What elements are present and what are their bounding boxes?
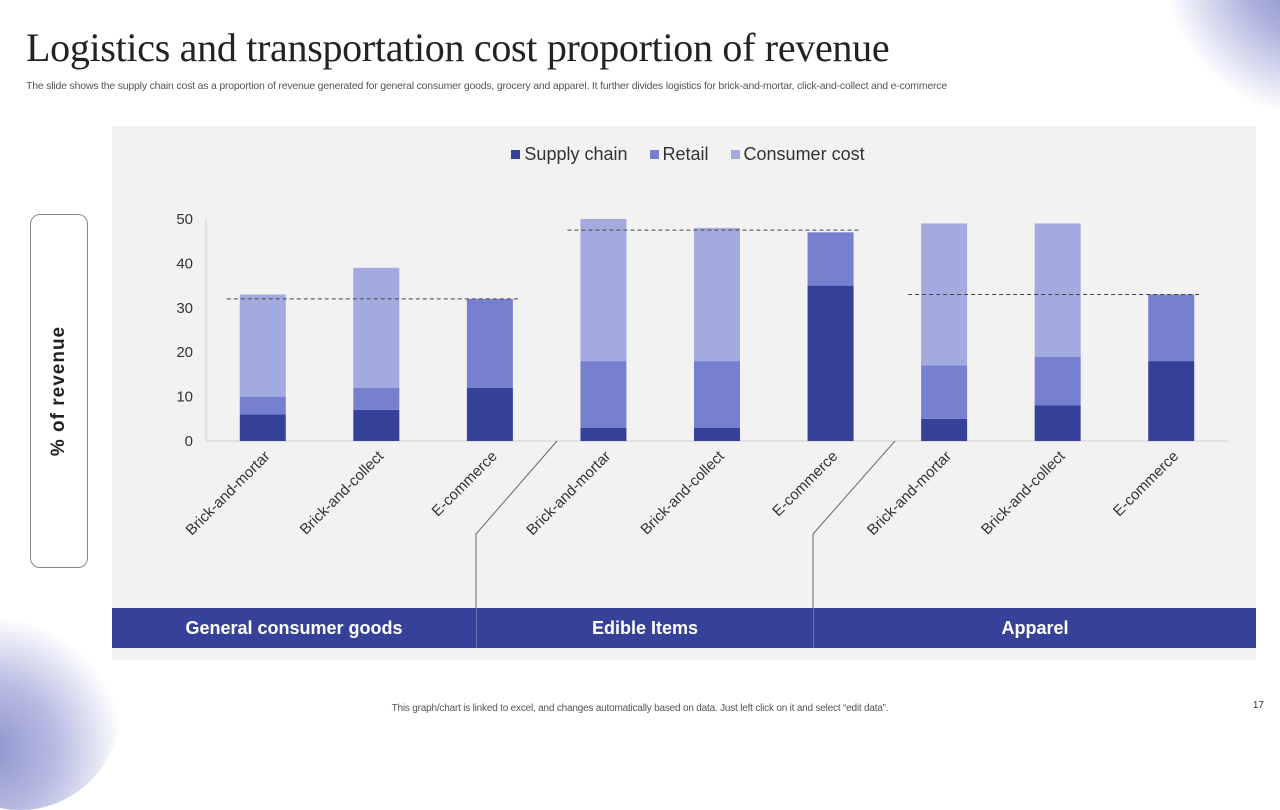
- bar-segment-supply-chain: [807, 285, 854, 441]
- bar-segment-retail: [1148, 294, 1195, 362]
- bar-segment-consumer-cost: [353, 267, 400, 388]
- x-tick-label: E-commerce: [429, 448, 501, 520]
- bar-segment-supply-chain: [466, 387, 513, 441]
- bar-segment-retail: [239, 396, 286, 415]
- bar-segment-consumer-cost: [239, 294, 286, 397]
- chart-legend: Supply chain Retail Consumer cost: [0, 144, 1280, 165]
- group-label-general-consumer-goods: General consumer goods: [185, 617, 403, 638]
- x-tick-label: Brick-and-mortar: [183, 448, 274, 539]
- y-axis-label-box: % of revenue: [30, 214, 88, 568]
- bar-segment-consumer-cost: [1034, 223, 1081, 357]
- y-tick-label: 40: [176, 255, 193, 272]
- legend-label: Retail: [662, 144, 709, 164]
- legend-swatch-consumer-cost: [730, 150, 740, 159]
- bar-segment-supply-chain: [1034, 405, 1081, 441]
- bar-segment-retail: [921, 365, 968, 419]
- slide-title: Logistics and transportation cost propor…: [26, 25, 890, 70]
- y-tick-label: 10: [176, 389, 193, 406]
- x-tick-label: Brick-and-collect: [637, 447, 728, 538]
- y-tick-label: 20: [176, 344, 193, 361]
- bar-segment-supply-chain: [580, 427, 627, 441]
- bar-segment-retail: [466, 298, 513, 388]
- legend-swatch-supply-chain: [511, 150, 521, 159]
- stacked-bar-chart[interactable]: 0 10 20 30 40 50 Brick-and-mortar Brick-and-col…: [0, 0, 1280, 720]
- legend-item-consumer-cost: Consumer cost: [730, 144, 865, 165]
- x-tick-label: Brick-and-collect: [978, 447, 1069, 538]
- legend-label: Consumer cost: [743, 144, 865, 164]
- bar-segment-retail: [580, 361, 627, 428]
- y-tick-label: 0: [185, 433, 193, 450]
- legend-item-retail: Retail: [649, 144, 709, 165]
- bar-segment-consumer-cost: [580, 219, 627, 362]
- bar-segment-supply-chain: [921, 418, 968, 441]
- y-tick-label: 50: [176, 211, 193, 228]
- bar-segment-supply-chain: [1148, 361, 1195, 441]
- category-group-band: General consumer goods Edible Items Appa…: [112, 608, 1256, 648]
- page-number: 17: [1252, 700, 1264, 711]
- bar-segment-retail: [807, 232, 854, 286]
- group-label-edible-items: Edible Items: [476, 608, 813, 648]
- bar-segment-supply-chain: [353, 409, 400, 441]
- legend-label: Supply chain: [524, 144, 628, 164]
- bar-segment-retail: [353, 387, 400, 410]
- group-label-apparel: Apparel: [813, 608, 1256, 648]
- legend-item-supply-chain: Supply chain: [511, 144, 628, 165]
- bar-segment-retail: [694, 361, 740, 428]
- x-tick-label: Brick-and-collect: [297, 447, 388, 538]
- footer-note: This graph/chart is linked to excel, and…: [391, 703, 889, 714]
- x-tick-label: E-commerce: [769, 448, 841, 520]
- bar-segment-consumer-cost: [694, 227, 740, 362]
- bar-segment-retail: [1034, 356, 1081, 406]
- y-tick-label: 30: [176, 300, 193, 317]
- x-tick-label: E-commerce: [1110, 448, 1182, 520]
- bar-segment-supply-chain: [694, 427, 740, 441]
- x-tick-label: Brick-and-mortar: [523, 448, 614, 539]
- legend-swatch-retail: [649, 150, 659, 159]
- bar-segment-supply-chain: [239, 414, 286, 441]
- slide-subtitle: The slide shows the supply chain cost as…: [26, 80, 947, 92]
